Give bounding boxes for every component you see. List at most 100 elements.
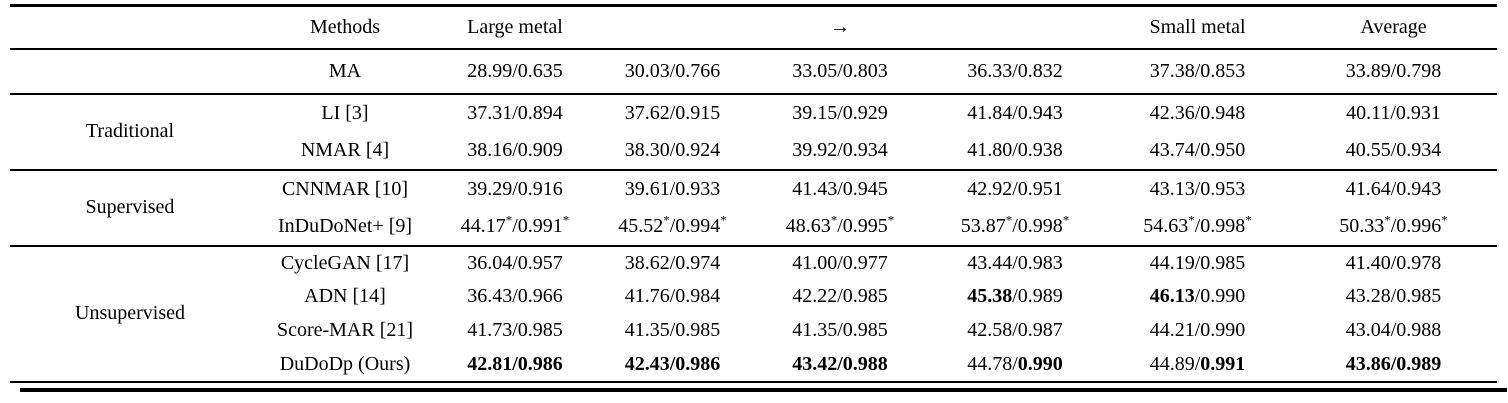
method-label: LI [3] xyxy=(250,92,440,132)
ssim-value: 0.986 xyxy=(675,352,721,375)
slash-separator: / xyxy=(669,319,676,341)
ssim-value: 0.951 xyxy=(1017,177,1063,200)
psnr-value: 43.86 xyxy=(1345,352,1391,375)
psnr-value: 41.80 xyxy=(967,138,1013,161)
star-marker: * xyxy=(887,211,895,227)
ssim-value: 0.985 xyxy=(1396,285,1442,307)
ssim-value: 0.929 xyxy=(842,101,888,124)
ssim-value: 0.966 xyxy=(517,285,563,307)
table-row: Supervised CNNMAR [10] 39.29/0.916 39.61/0.… xyxy=(10,168,1497,246)
metric-cell: 41.40/0.978 xyxy=(1290,244,1497,280)
metric-cell: 44.19/0.985 xyxy=(1105,244,1290,280)
metric-cell: 44.78/0.990 xyxy=(925,348,1105,382)
slash-separator: / xyxy=(1390,352,1397,375)
ssim-value: 0.974 xyxy=(675,251,721,274)
header-row: Methods Large metal → Small metal Averag… xyxy=(10,5,1497,50)
metric-cell: 46.13/0.990 xyxy=(1105,280,1290,314)
ssim-value: 0.894 xyxy=(517,101,563,124)
psnr-value: 41.73 xyxy=(467,319,513,341)
ssim-value: 0.985 xyxy=(842,319,888,341)
slash-separator: / xyxy=(1194,319,1201,341)
ssim-value: 0.934 xyxy=(842,138,888,161)
psnr-value: 41.43 xyxy=(792,177,838,200)
psnr-value: 39.15 xyxy=(792,101,838,124)
ssim-value: 0.984 xyxy=(675,285,721,307)
slash-separator: / xyxy=(837,319,843,341)
psnr-value: 43.13 xyxy=(1149,177,1195,200)
metric-cell: 39.61/0.933 xyxy=(590,168,755,208)
metric-cell: 33.05/0.803 xyxy=(755,49,925,94)
slash-separator: / xyxy=(1012,138,1018,161)
slash-separator: / xyxy=(669,59,676,82)
slash-separator: / xyxy=(512,138,518,161)
ssim-value: 0.985 xyxy=(842,285,888,307)
metric-cell: 41.84/0.943 xyxy=(925,92,1105,132)
ssim-value: 0.924 xyxy=(675,138,721,161)
psnr-value: 30.03 xyxy=(624,59,670,82)
psnr-value: 33.89 xyxy=(1345,59,1391,82)
metric-cell: 42.22/0.985 xyxy=(755,280,925,314)
psnr-value: 42.92 xyxy=(967,177,1013,200)
ssim-value: 0.832 xyxy=(1017,59,1063,82)
psnr-value: 38.16 xyxy=(467,138,513,161)
slash-separator: / xyxy=(1194,101,1201,124)
psnr-value: 42.81 xyxy=(467,352,513,375)
star-marker: * xyxy=(1005,211,1013,227)
slash-separator: / xyxy=(512,251,518,274)
slash-separator: / xyxy=(1390,285,1397,307)
slash-separator: / xyxy=(837,177,843,200)
table-row: DuDoDp (Ours) 42.81/0.986 42.43/0.986 43.42… xyxy=(10,348,1497,382)
slash-separator: / xyxy=(669,251,676,274)
slash-separator: / xyxy=(1194,138,1201,161)
slash-separator: / xyxy=(1194,285,1201,307)
star-marker: * xyxy=(1188,211,1195,227)
slash-separator: / xyxy=(837,138,843,161)
ssim-value: 0.635 xyxy=(517,59,563,82)
psnr-value: 41.40 xyxy=(1345,251,1391,274)
method-label: CycleGAN [17] xyxy=(250,244,440,280)
metric-cell: 37.31/0.894 xyxy=(440,92,590,132)
slash-separator: / xyxy=(1012,352,1018,375)
metric-cell: 42.92/0.951 xyxy=(925,168,1105,208)
psnr-value: 37.62 xyxy=(624,101,670,124)
psnr-value: 36.43 xyxy=(467,285,513,307)
star-marker: * xyxy=(663,211,670,227)
table-row: NMAR [4] 38.16/0.909 38.30/0.924 39.92/0.93… xyxy=(10,132,1497,170)
header-col-average: Average xyxy=(1290,5,1497,50)
slash-separator: / xyxy=(1012,214,1018,237)
table-row: MA 28.99/0.635 30.03/0.766 33.05/0.803 36.33… xyxy=(10,49,1497,94)
metric-cell: 43.28/0.985 xyxy=(1290,280,1497,314)
metric-cell: 39.92/0.934 xyxy=(755,132,925,170)
metric-cell: 41.43/0.945 xyxy=(755,168,925,208)
psnr-value: 48.63 xyxy=(785,214,831,237)
psnr-value: 41.00 xyxy=(792,251,838,274)
method-label: InDuDoNet+ [9] xyxy=(277,214,413,237)
metric-cell: 37.62/0.915 xyxy=(590,92,755,132)
row-group-label: Unsupervised xyxy=(10,244,250,382)
psnr-value: 39.29 xyxy=(467,177,513,200)
metric-cell: 41.00/0.977 xyxy=(755,244,925,280)
psnr-value: 36.04 xyxy=(467,251,513,274)
metric-cell: 36.04/0.957 xyxy=(440,244,590,280)
row-group-label: Traditional xyxy=(10,92,250,170)
slash-separator: / xyxy=(669,138,676,161)
psnr-value: 38.62 xyxy=(624,251,670,274)
slash-separator: / xyxy=(837,214,843,237)
slash-separator: / xyxy=(512,285,518,307)
method-label: Score-MAR [21] xyxy=(276,319,414,341)
metric-cell: 30.03/0.766 xyxy=(590,49,755,94)
slash-separator: / xyxy=(669,285,676,307)
metric-cell: 41.73/0.985 xyxy=(440,314,590,348)
slash-separator: / xyxy=(1390,251,1397,274)
slash-separator: / xyxy=(1012,319,1018,341)
slash-separator: / xyxy=(1390,59,1397,82)
metric-cell: 45.38/0.989 xyxy=(925,280,1105,314)
metric-cell: 42.58/0.987 xyxy=(925,314,1105,348)
metric-cell: 44.17*/0.991* xyxy=(440,208,590,246)
metric-cell: 41.80/0.938 xyxy=(925,132,1105,170)
method-label: CNNMAR [10] xyxy=(250,168,440,208)
table-body: MA 28.99/0.635 30.03/0.766 33.05/0.803 36.33… xyxy=(10,49,1497,382)
ssim-value: 0.996 xyxy=(1396,214,1442,237)
star-marker: * xyxy=(1384,211,1391,227)
header-col-blank-1 xyxy=(590,5,755,50)
